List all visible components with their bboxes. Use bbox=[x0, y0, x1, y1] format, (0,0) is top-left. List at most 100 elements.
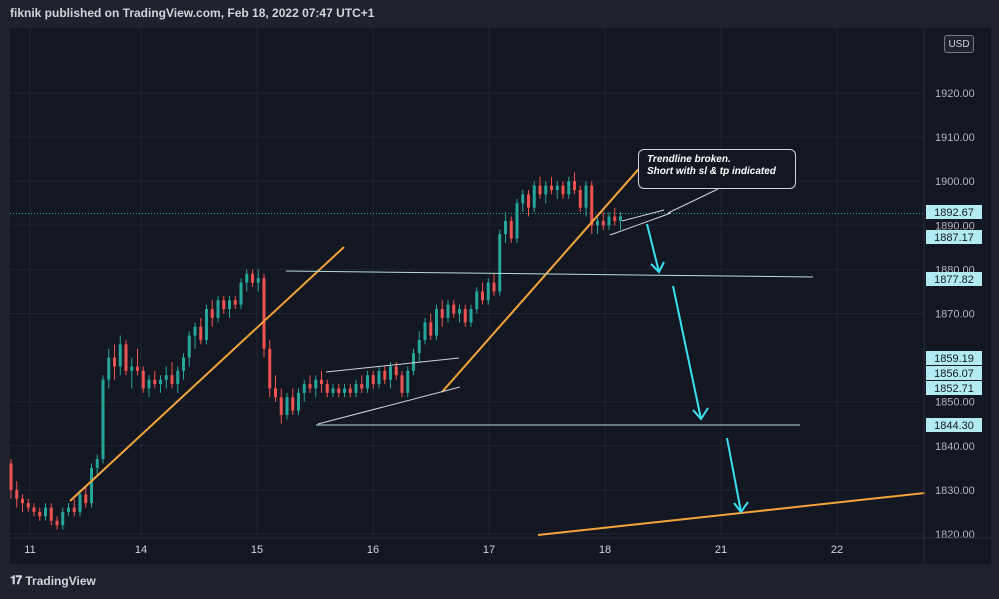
price-label-bg bbox=[926, 351, 982, 365]
footer-brand: TradingView bbox=[25, 573, 96, 588]
candle-body bbox=[412, 353, 415, 371]
candle-body bbox=[452, 304, 456, 314]
candle-body bbox=[325, 384, 329, 393]
candle-body bbox=[601, 220, 605, 226]
trendline-2 bbox=[441, 162, 645, 393]
candle-body bbox=[61, 511, 65, 526]
candle-body bbox=[371, 375, 375, 385]
candle-body bbox=[245, 273, 249, 283]
candle-body bbox=[343, 388, 346, 393]
y-tick-label: 1900.00 bbox=[935, 176, 975, 188]
x-tick-label: 15 bbox=[251, 544, 263, 556]
candle-body bbox=[170, 375, 174, 385]
candle-body bbox=[521, 194, 525, 204]
candle-body bbox=[233, 300, 237, 305]
candle-body bbox=[216, 300, 220, 318]
candle-body bbox=[463, 309, 467, 323]
candle-body bbox=[538, 185, 542, 195]
candle-body bbox=[360, 384, 364, 389]
candle-body bbox=[584, 185, 588, 208]
candle-body bbox=[49, 507, 53, 521]
candle-body bbox=[555, 185, 559, 191]
candle-body bbox=[124, 344, 128, 371]
candle-body bbox=[492, 282, 496, 292]
trendline-support bbox=[537, 492, 926, 536]
drawings bbox=[69, 162, 926, 536]
candle-body bbox=[21, 498, 24, 504]
candle-body bbox=[210, 309, 214, 318]
price-label-bg bbox=[926, 366, 982, 380]
candle-body bbox=[619, 216, 622, 221]
candle-body bbox=[182, 357, 185, 371]
candle-body bbox=[153, 379, 157, 385]
candle-body bbox=[458, 309, 461, 314]
candle-body bbox=[55, 520, 59, 526]
price-label-bg bbox=[926, 381, 982, 395]
price-label: 1892.67 bbox=[934, 207, 974, 219]
grid bbox=[10, 28, 924, 538]
candle-body bbox=[607, 216, 611, 226]
price-labels: 1892.67 1887.17 1877.82 1859.19 1856.07 1852.… bbox=[926, 205, 982, 432]
candle-body bbox=[268, 348, 272, 389]
footer: 𝟏𝟕 TradingView bbox=[10, 573, 96, 588]
y-tick-label: 1890.00 bbox=[935, 220, 975, 232]
candle-body bbox=[141, 370, 145, 389]
candle-body bbox=[348, 388, 352, 393]
candle-body bbox=[406, 370, 410, 393]
candle-body bbox=[176, 370, 180, 385]
candle-body bbox=[561, 185, 565, 195]
candle-body bbox=[78, 494, 82, 512]
candle-body bbox=[228, 300, 231, 310]
price-label-bg bbox=[926, 205, 982, 219]
candle-body bbox=[354, 384, 358, 393]
annotation-line-1: Trendline broken. bbox=[647, 154, 731, 165]
candle-body bbox=[400, 375, 404, 393]
price-label: 1859.19 bbox=[934, 353, 974, 365]
annotation-line-2: Short with sl & tp indicated bbox=[647, 166, 776, 177]
resistance-line bbox=[285, 270, 814, 278]
publisher-header: fiknik published on TradingView.com, Feb… bbox=[10, 6, 375, 20]
currency-badge[interactable]: USD bbox=[944, 35, 974, 53]
candle-body bbox=[446, 304, 450, 318]
candle-body bbox=[567, 181, 571, 195]
candle-body bbox=[95, 459, 99, 468]
candle-body bbox=[38, 511, 42, 517]
candle-body bbox=[297, 392, 300, 411]
x-tick-label: 14 bbox=[135, 544, 147, 556]
candle-body bbox=[84, 494, 88, 504]
price-label: 1852.71 bbox=[934, 383, 974, 395]
x-tick-label: 16 bbox=[367, 544, 379, 556]
candle-body bbox=[481, 291, 484, 301]
candle-body bbox=[314, 379, 318, 389]
price-label-bg bbox=[926, 418, 982, 432]
arrow-2-icon bbox=[672, 285, 709, 421]
candle-body bbox=[15, 489, 19, 499]
price-label: 1844.30 bbox=[934, 420, 974, 432]
y-tick-label: 1830.00 bbox=[935, 485, 975, 497]
candle-body bbox=[72, 507, 76, 512]
candle-body bbox=[331, 388, 335, 393]
candle-body bbox=[394, 366, 398, 376]
candle-body bbox=[596, 220, 599, 226]
candle-body bbox=[435, 309, 438, 336]
candle-body bbox=[337, 388, 341, 393]
candle-body bbox=[130, 366, 134, 371]
candle-body bbox=[417, 339, 421, 354]
candle-body bbox=[389, 366, 392, 380]
price-label: 1877.82 bbox=[934, 274, 974, 286]
channel-lower bbox=[317, 386, 461, 425]
candle-body bbox=[285, 397, 289, 415]
candle-body bbox=[440, 309, 444, 318]
candle-body bbox=[475, 291, 479, 310]
candle-body bbox=[187, 335, 191, 358]
x-tick-label: 11 bbox=[24, 544, 35, 556]
candle-body bbox=[291, 397, 295, 411]
candle-body bbox=[147, 379, 151, 389]
candle-body bbox=[423, 322, 427, 340]
candle-body bbox=[262, 278, 266, 349]
chart-frame[interactable] bbox=[10, 28, 991, 564]
price-label: 1887.17 bbox=[934, 232, 974, 244]
x-tick-label: 21 bbox=[715, 544, 727, 556]
price-label-bg bbox=[926, 230, 982, 244]
